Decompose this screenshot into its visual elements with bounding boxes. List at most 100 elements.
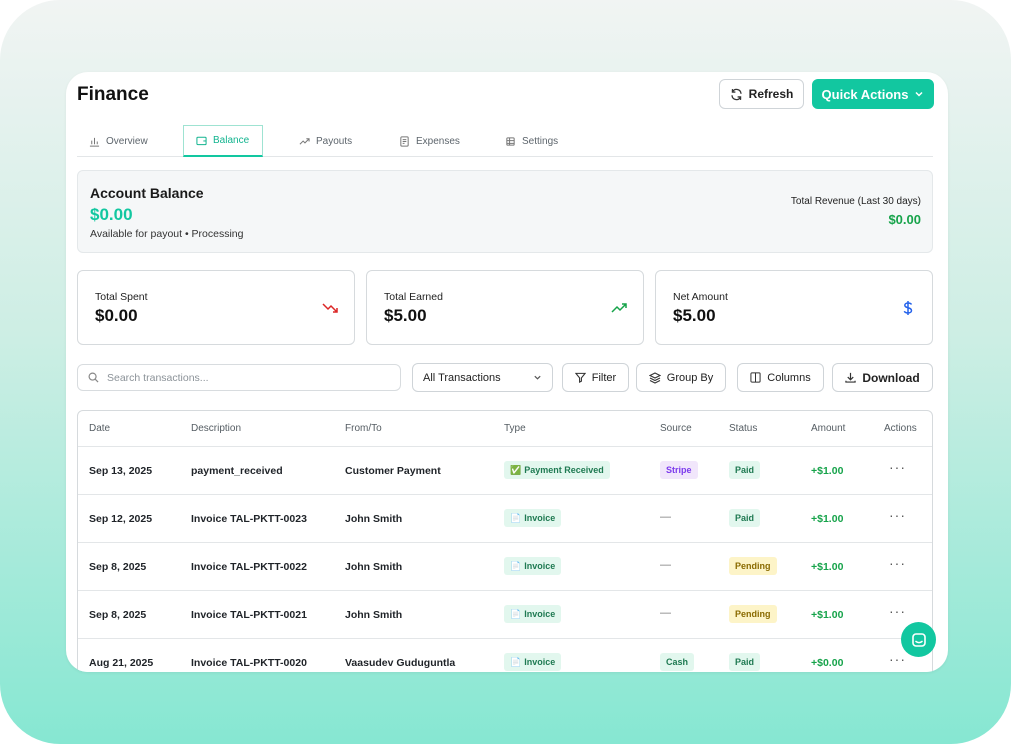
layers-icon xyxy=(648,371,661,384)
account-balance-title: Account Balance xyxy=(90,185,204,201)
table-row[interactable]: Aug 21, 2025 Invoice TAL-PKTT-0020 Vaasu… xyxy=(78,639,932,672)
table-row[interactable]: Sep 8, 2025 Invoice TAL-PKTT-0022 John S… xyxy=(78,543,932,591)
column-header-description[interactable]: Description xyxy=(191,423,242,434)
source-badge: Cash xyxy=(660,653,695,671)
source-empty: — xyxy=(660,559,671,571)
stat-value: $0.00 xyxy=(95,306,138,325)
download-icon xyxy=(845,372,857,383)
columns-label: Columns xyxy=(767,371,811,384)
page-title: Finance xyxy=(77,84,149,105)
chat-launcher-button[interactable] xyxy=(901,622,936,657)
cell-from-to: John Smith xyxy=(345,513,403,525)
filter-label: Filter xyxy=(591,371,617,384)
stat-value: $5.00 xyxy=(673,306,716,325)
bar-chart-icon xyxy=(89,137,100,147)
type-badge-label: Invoice xyxy=(524,657,556,667)
document-icon: 📄 xyxy=(510,656,522,667)
refresh-button[interactable]: Refresh xyxy=(719,79,804,109)
document-icon: 📄 xyxy=(510,608,522,619)
column-header-status[interactable]: Status xyxy=(729,423,758,434)
type-badge: ✅ Payment Received xyxy=(504,461,610,479)
row-actions-button[interactable]: ··· xyxy=(889,651,906,667)
download-button[interactable]: Download xyxy=(832,363,933,392)
status-badge: Pending xyxy=(729,557,777,575)
cell-description: Invoice TAL-PKTT-0023 xyxy=(191,513,307,525)
filter-button[interactable]: Filter xyxy=(562,363,629,392)
column-header-date[interactable]: Date xyxy=(89,423,111,434)
cell-date: Sep 12, 2025 xyxy=(89,513,153,525)
chat-icon xyxy=(911,632,926,647)
chevron-down-icon xyxy=(915,91,923,97)
type-badge: 📄 Invoice xyxy=(504,605,562,623)
status-badge: Paid xyxy=(729,461,761,479)
cell-from-to: Customer Payment xyxy=(345,465,441,477)
finance-panel: Finance Refresh Quick Actions Overview B… xyxy=(66,72,948,672)
stat-label: Total Earned xyxy=(384,291,443,303)
tab-expenses-label: Expenses xyxy=(416,135,460,147)
refresh-icon xyxy=(731,88,742,100)
cell-description: payment_received xyxy=(191,465,283,477)
cell-amount: +$1.00 xyxy=(811,465,844,477)
chevron-down-icon xyxy=(534,375,541,380)
cell-amount: +$0.00 xyxy=(811,657,844,669)
stat-value: $5.00 xyxy=(384,306,427,325)
row-actions-button[interactable]: ··· xyxy=(889,459,906,475)
tab-payouts[interactable]: Payouts xyxy=(287,125,377,157)
tab-expenses[interactable]: Expenses xyxy=(387,125,479,157)
search-icon xyxy=(88,372,99,383)
tab-balance[interactable]: Balance xyxy=(183,125,263,157)
cell-from-to: John Smith xyxy=(345,609,403,621)
stat-label: Total Spent xyxy=(95,291,148,303)
trending-up-icon xyxy=(299,137,310,145)
row-actions-button[interactable]: ··· xyxy=(889,603,906,619)
row-actions-button[interactable]: ··· xyxy=(889,507,906,523)
cell-date: Sep 8, 2025 xyxy=(89,561,147,573)
search-box[interactable] xyxy=(77,364,401,391)
group-by-button[interactable]: Group By xyxy=(636,363,726,392)
stat-card-net-amount: Net Amount $5.00 xyxy=(655,270,933,345)
quick-actions-label: Quick Actions xyxy=(821,86,909,102)
type-badge-label: Invoice xyxy=(524,561,556,571)
table-row[interactable]: Sep 13, 2025 payment_received Customer P… xyxy=(78,447,932,495)
stat-card-total-earned: Total Earned $5.00 xyxy=(366,270,644,345)
status-badge: Pending xyxy=(729,605,777,623)
type-badge-label: Invoice xyxy=(524,513,556,523)
account-balance-amount: $0.00 xyxy=(90,205,133,224)
table-row[interactable]: Sep 12, 2025 Invoice TAL-PKTT-0023 John … xyxy=(78,495,932,543)
wallet-icon xyxy=(196,136,207,146)
tab-bar: Overview Balance Payouts Expenses Settin… xyxy=(77,125,933,157)
trending-down-icon xyxy=(322,303,338,313)
cell-description: Invoice TAL-PKTT-0022 xyxy=(191,561,307,573)
receipt-icon xyxy=(400,135,409,147)
tab-settings[interactable]: Settings xyxy=(493,125,581,157)
column-header-amount[interactable]: Amount xyxy=(811,423,846,434)
cell-date: Sep 13, 2025 xyxy=(89,465,153,477)
download-label: Download xyxy=(862,370,920,385)
cell-amount: +$1.00 xyxy=(811,609,844,621)
cell-date: Aug 21, 2025 xyxy=(89,657,154,669)
transaction-type-select[interactable]: All Transactions xyxy=(412,363,553,392)
cell-from-to: John Smith xyxy=(345,561,403,573)
search-input[interactable] xyxy=(107,371,387,384)
source-empty: — xyxy=(660,607,671,619)
table-header: Date Description From/To Type Source Sta… xyxy=(78,411,932,447)
row-actions-button[interactable]: ··· xyxy=(889,555,906,571)
filter-icon xyxy=(574,372,586,383)
type-badge-label: Invoice xyxy=(524,609,556,619)
quick-actions-button[interactable]: Quick Actions xyxy=(812,79,934,109)
column-header-type[interactable]: Type xyxy=(504,423,526,434)
source-empty: — xyxy=(660,511,671,523)
columns-button[interactable]: Columns xyxy=(737,363,824,392)
gear-icon xyxy=(506,136,515,146)
tab-overview[interactable]: Overview xyxy=(77,125,173,157)
account-balance-card: Account Balance $0.00 Available for payo… xyxy=(77,170,933,253)
column-header-from-to[interactable]: From/To xyxy=(345,423,382,434)
status-badge: Paid xyxy=(729,653,761,671)
table-row[interactable]: Sep 8, 2025 Invoice TAL-PKTT-0021 John S… xyxy=(78,591,932,639)
type-badge: 📄 Invoice xyxy=(504,509,562,527)
document-icon: 📄 xyxy=(510,560,522,571)
tab-balance-label: Balance xyxy=(213,135,250,146)
transaction-type-select-value: All Transactions xyxy=(423,371,501,384)
stat-card-total-spent: Total Spent $0.00 xyxy=(77,270,355,345)
column-header-source[interactable]: Source xyxy=(660,423,692,434)
